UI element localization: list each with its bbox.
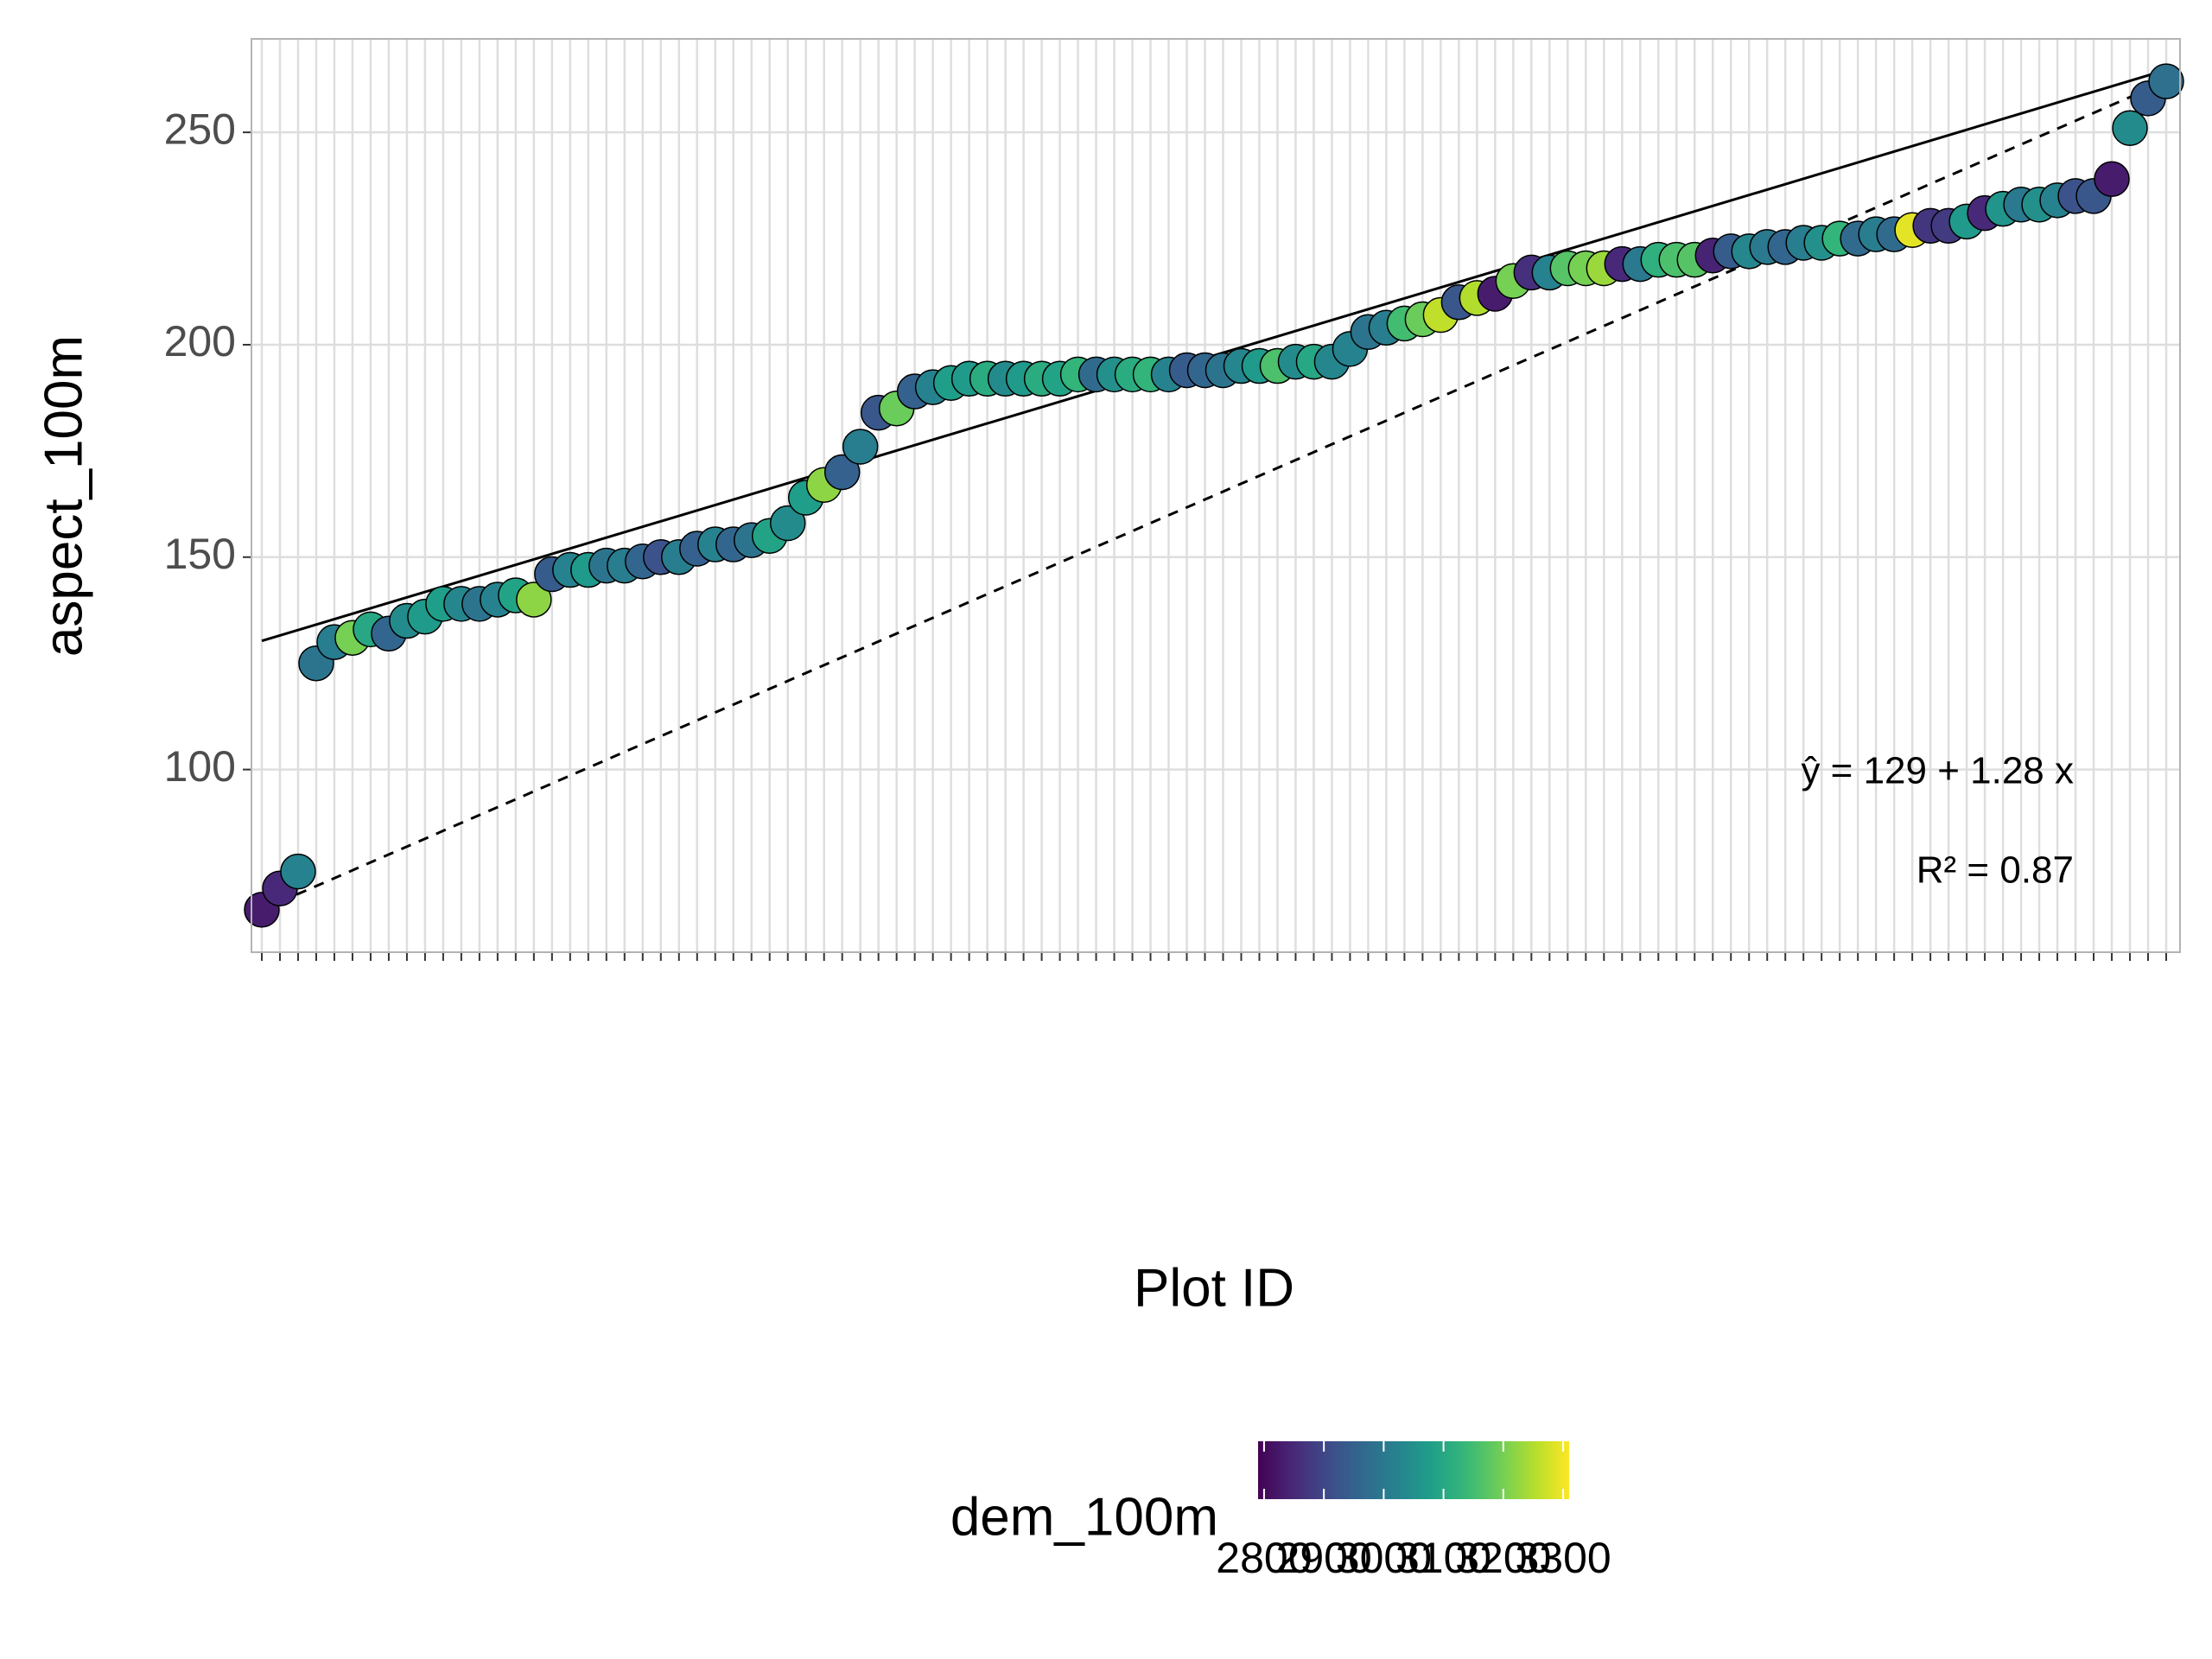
colorbar-label: 3100 (1395, 1534, 1491, 1582)
r-squared: R² = 0.87 (1916, 849, 2074, 892)
points (244, 63, 2184, 928)
equation: ŷ = 129 + 1.28 x (1801, 750, 2074, 792)
reference-line (261, 79, 2167, 912)
colorbar (1258, 1441, 1569, 1499)
point (2094, 161, 2130, 197)
point (2112, 110, 2148, 146)
colorbar-label: 3000 (1336, 1534, 1432, 1582)
colorbar-label: 2900 (1276, 1534, 1372, 1582)
point (842, 429, 879, 465)
colorbar-label: 3200 (1455, 1534, 1551, 1582)
y-tick-label: 200 (164, 317, 236, 365)
point (280, 853, 316, 890)
legend-title: dem_100m (950, 1487, 1218, 1547)
y-tick-label: 250 (164, 105, 236, 153)
point (516, 582, 552, 618)
point (769, 505, 806, 542)
point (823, 454, 861, 491)
grid: 100 150 200 250 (164, 39, 2180, 961)
point (2148, 63, 2184, 99)
colorbar-label: 2800 (1216, 1534, 1312, 1582)
panel-border (251, 38, 2181, 953)
y-tick-label: 150 (164, 530, 236, 578)
colorbar-label: 3300 (1515, 1534, 1611, 1582)
y-tick-label: 100 (164, 742, 236, 791)
y-axis-title: aspect_100m (34, 335, 93, 657)
x-axis-title: Plot ID (1134, 1258, 1294, 1318)
